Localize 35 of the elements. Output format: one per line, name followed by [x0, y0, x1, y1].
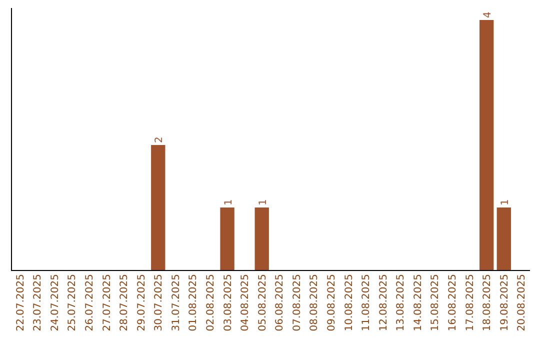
x-tick-label: 29.07.2025 — [136, 274, 148, 332]
data-label: 1 — [500, 199, 511, 206]
x-tick-label: 16.08.2025 — [448, 274, 459, 332]
x-tick-label: 22.07.2025 — [15, 274, 26, 332]
x-tick-label: 31.07.2025 — [170, 274, 182, 332]
x-tick-label: 07.08.2025 — [292, 274, 303, 332]
x-tick-label: 27.07.2025 — [102, 274, 113, 332]
x-tick-label: 09.08.2025 — [326, 274, 338, 332]
x-tick-label: 17.08.2025 — [464, 274, 476, 332]
x-tick-label: 06.08.2025 — [274, 274, 286, 332]
x-tick-label: 19.08.2025 — [499, 274, 510, 332]
data-label: 1 — [258, 199, 269, 206]
x-tick-label: 20.08.2025 — [516, 274, 528, 332]
x-tick-label: 14.08.2025 — [412, 274, 424, 332]
data-label: 1 — [223, 199, 234, 206]
x-tick-label: 04.08.2025 — [240, 274, 252, 332]
x-tick-label: 28.07.2025 — [119, 274, 130, 332]
x-tick-label: 26.07.2025 — [84, 274, 96, 332]
x-tick-label: 08.08.2025 — [309, 274, 320, 332]
data-label: 4 — [482, 12, 494, 18]
x-tick-label: 12.08.2025 — [378, 274, 390, 332]
x-tick-label: 13.08.2025 — [396, 274, 407, 332]
x-tick-label: 18.08.2025 — [482, 274, 494, 332]
x-tick-label: 11.08.2025 — [361, 274, 372, 332]
x-tick-label: 02.08.2025 — [205, 274, 216, 332]
x-tick-label: 03.08.2025 — [222, 274, 234, 332]
x-tick-label: 05.08.2025 — [257, 274, 268, 332]
x-tick-label: 23.07.2025 — [32, 274, 44, 332]
x-tick-label: 30.07.2025 — [154, 274, 165, 332]
x-tick-label: 01.08.2025 — [188, 274, 200, 332]
data-label: 2 — [154, 136, 166, 143]
x-tick-label: 15.08.2025 — [430, 274, 442, 332]
x-tick-label: 24.07.2025 — [50, 274, 61, 332]
x-tick-label: 25.07.2025 — [67, 274, 78, 332]
x-tick-label: 10.08.2025 — [344, 274, 355, 332]
